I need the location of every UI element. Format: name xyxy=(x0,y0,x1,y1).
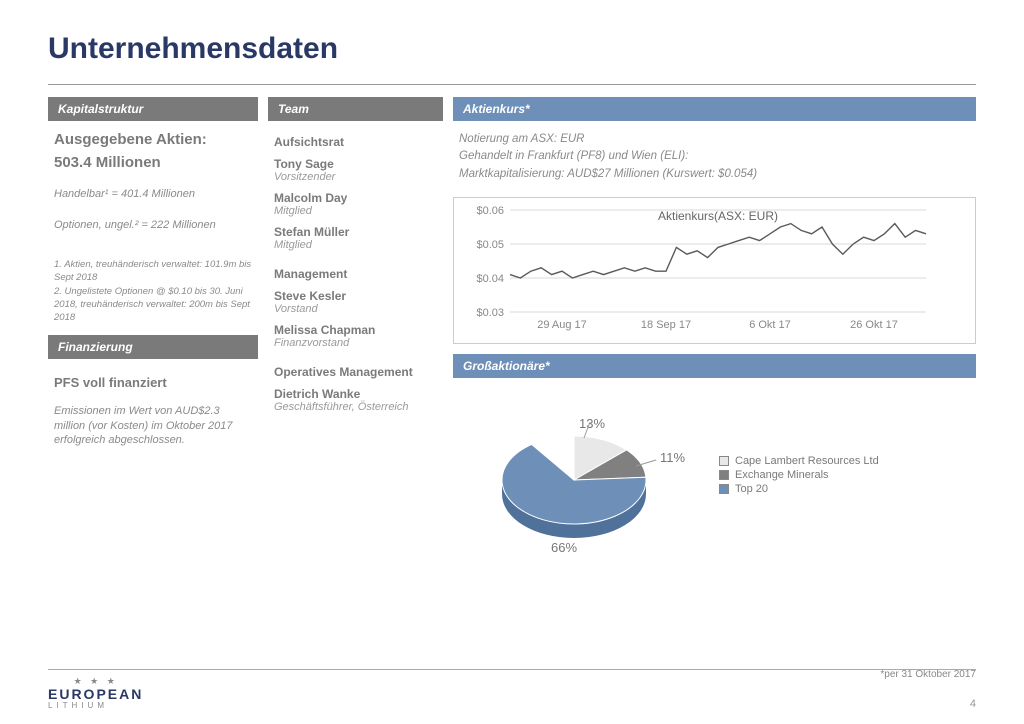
kapital-header: Kapitalstruktur xyxy=(48,97,258,121)
legend-swatch-2 xyxy=(719,470,729,480)
finanzierung-header: Finanzierung xyxy=(48,335,258,359)
stock-info-block: Notierung am ASX: EUR Gehandelt in Frank… xyxy=(453,121,976,189)
team-name-1: Tony Sage xyxy=(274,157,437,171)
pie-legend: Cape Lambert Resources Ltd Exchange Mine… xyxy=(719,453,879,497)
page-title: Unternehmensdaten xyxy=(48,32,976,66)
footnote-2: 2. Ungelistete Optionen @ $0.10 bis 30. … xyxy=(54,286,252,324)
aktienkurs-header: Aktienkurs* xyxy=(453,97,976,121)
line-chart-svg: $0.06 $0.05 $0.04 $0.03 Aktienkurs(ASX: EUR)… xyxy=(464,204,934,334)
svg-text:$0.06: $0.06 xyxy=(476,205,504,217)
finance-text: Emissionen im Wert von AUD$2.3 million (… xyxy=(54,404,252,449)
team-name-4: Steve Kesler xyxy=(274,289,437,303)
footer: ★ ★ ★ EUROPEAN LITHIUM 4 xyxy=(48,669,976,710)
title-underline xyxy=(48,84,976,85)
stock-line-1: Notierung am ASX: EUR xyxy=(459,131,970,148)
team-name-2: Malcolm Day xyxy=(274,191,437,205)
optionen-text: Optionen, ungel.² = 222 Millionen xyxy=(54,218,252,233)
grossaktionaere-header: Großaktionäre* xyxy=(453,354,976,378)
management-heading: Management xyxy=(274,267,437,281)
column-kapital: Kapitalstruktur Ausgegebene Aktien: 503.… xyxy=(48,97,258,573)
kapital-body: Ausgegebene Aktien: 503.4 Millionen Hand… xyxy=(48,121,258,335)
logo-text: EUROPEAN xyxy=(48,687,143,701)
svg-text:13%: 13% xyxy=(579,416,605,431)
team-role-3: Mitglied xyxy=(274,239,437,251)
finance-title: PFS voll finanziert xyxy=(54,375,252,390)
team-name-6: Dietrich Wanke xyxy=(274,387,437,401)
svg-text:29 Aug 17: 29 Aug 17 xyxy=(537,319,587,331)
legend-item-2: Exchange Minerals xyxy=(719,469,879,481)
footnote-1: 1. Aktien, treuhänderisch verwaltet: 101… xyxy=(54,259,252,285)
team-name-3: Stefan Müller xyxy=(274,225,437,239)
team-role-4: Vorstand xyxy=(274,303,437,315)
legend-swatch-1 xyxy=(719,456,729,466)
team-name-5: Melissa Chapman xyxy=(274,323,437,337)
team-role-1: Vorsitzender xyxy=(274,171,437,183)
column-aktienkurs: Aktienkurs* Notierung am ASX: EUR Gehand… xyxy=(453,97,976,573)
pie-chart-svg: 13% 11% 66% xyxy=(459,388,689,563)
legend-label-1: Cape Lambert Resources Ltd xyxy=(735,455,879,467)
legend-label-2: Exchange Minerals xyxy=(735,469,829,481)
stock-line-2: Gehandelt in Frankfurt (PF8) und Wien (E… xyxy=(459,148,970,165)
aktien-value: 503.4 Millionen xyxy=(54,154,252,171)
svg-text:11%: 11% xyxy=(660,450,685,465)
logo-subtext: LITHIUM xyxy=(48,701,143,710)
team-role-5: Finanzvorstand xyxy=(274,337,437,349)
team-body: Aufsichtsrat Tony Sage Vorsitzender Malc… xyxy=(268,121,443,425)
svg-text:18 Sep 17: 18 Sep 17 xyxy=(641,319,691,331)
svg-text:$0.05: $0.05 xyxy=(476,239,504,251)
team-header: Team xyxy=(268,97,443,121)
legend-item-1: Cape Lambert Resources Ltd xyxy=(719,455,879,467)
aktien-label: Ausgegebene Aktien: xyxy=(54,131,252,148)
team-role-2: Mitglied xyxy=(274,205,437,217)
svg-text:66%: 66% xyxy=(551,540,577,555)
columns-wrap: Kapitalstruktur Ausgegebene Aktien: 503.… xyxy=(48,97,976,573)
svg-text:26 Okt 17: 26 Okt 17 xyxy=(850,319,898,331)
slide: Unternehmensdaten Kapitalstruktur Ausgeg… xyxy=(0,0,1024,724)
aufsichtsrat-heading: Aufsichtsrat xyxy=(274,135,437,149)
team-role-6: Geschäftsführer, Österreich xyxy=(274,401,437,413)
legend-swatch-3 xyxy=(719,484,729,494)
handelbar-text: Handelbar¹ = 401.4 Millionen xyxy=(54,187,252,202)
opmgmt-heading: Operatives Management xyxy=(274,365,437,379)
legend-label-3: Top 20 xyxy=(735,483,768,495)
stock-line-3: Marktkapitalisierung: AUD$27 Millionen (… xyxy=(459,166,970,183)
pie-wrap: 13% 11% 66% Cape Lambert Resources Ltd Exc… xyxy=(453,378,976,573)
column-team: Team Aufsichtsrat Tony Sage Vorsitzender… xyxy=(268,97,443,573)
page-number: 4 xyxy=(970,698,976,710)
svg-text:$0.04: $0.04 xyxy=(476,273,504,285)
finanzierung-body: PFS voll finanziert Emissionen im Wert v… xyxy=(48,359,258,453)
line-chart: $0.06 $0.05 $0.04 $0.03 Aktienkurs(ASX: EUR)… xyxy=(453,197,976,344)
logo-block: ★ ★ ★ EUROPEAN LITHIUM xyxy=(48,676,143,710)
svg-text:$0.03: $0.03 xyxy=(476,307,504,319)
svg-text:Aktienkurs(ASX: EUR): Aktienkurs(ASX: EUR) xyxy=(658,209,778,223)
legend-item-3: Top 20 xyxy=(719,483,879,495)
svg-text:6 Okt 17: 6 Okt 17 xyxy=(749,319,791,331)
